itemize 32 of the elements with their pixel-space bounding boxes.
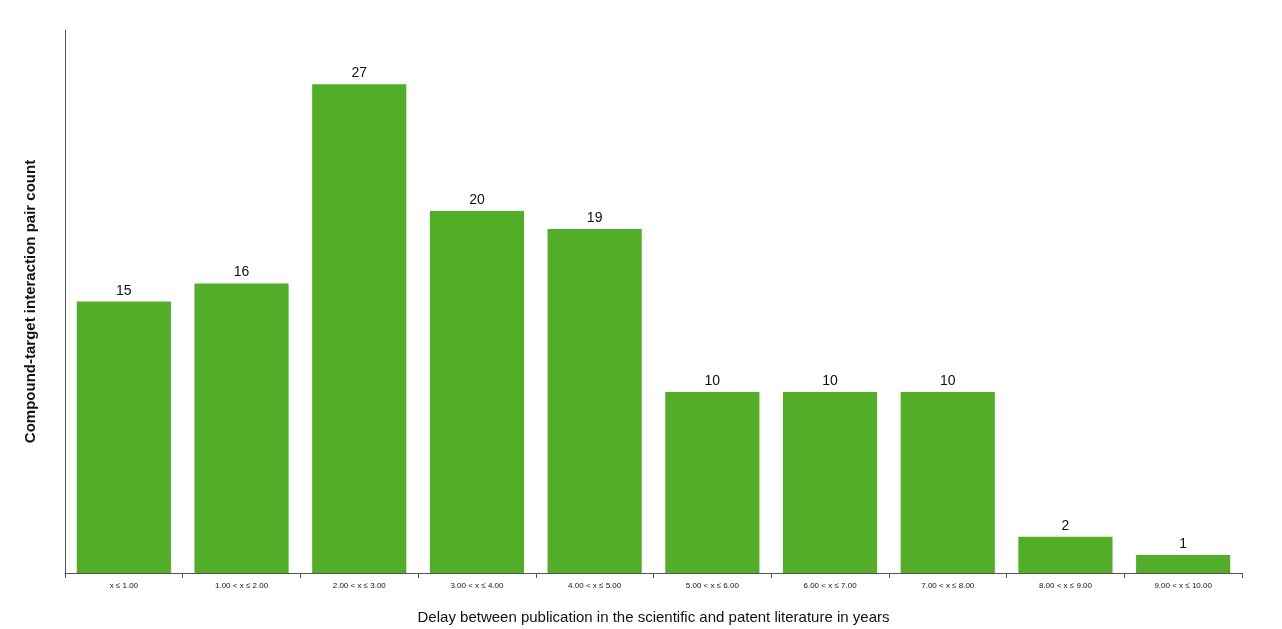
data-label: 27 — [351, 64, 368, 81]
x-tick-label: 1.00 < x ≤ 2.00 — [215, 580, 269, 590]
bar — [429, 211, 525, 573]
bar — [665, 392, 760, 573]
data-label: 20 — [469, 191, 485, 207]
y-axis-title: Compound-target interaction pair count — [21, 159, 38, 444]
bar — [1136, 554, 1231, 573]
bar — [194, 283, 289, 573]
bar — [312, 84, 407, 573]
bar — [782, 392, 878, 573]
x-tick-label: 8.00 < x ≤ 9.00 — [1038, 580, 1093, 590]
x-tick-label: 9.00 < x ≤ 10.00 — [1154, 580, 1213, 590]
x-tick-label: 5.00 < x ≤ 6.00 — [685, 580, 740, 590]
bar — [547, 229, 642, 573]
data-label: 2 — [1061, 516, 1070, 533]
data-label: 10 — [822, 372, 839, 388]
x-axis-title: Delay between publication in the scientific and patent literature in years — [417, 608, 890, 625]
x-tick-label: 7.00 < x ≤ 8.00 — [921, 580, 975, 590]
data-label: 16 — [233, 263, 250, 280]
data-label: 10 — [939, 372, 956, 388]
x-tick-label: x ≤ 1.00 — [109, 580, 139, 590]
bar — [1018, 536, 1113, 573]
bar — [900, 392, 995, 573]
data-label: 15 — [116, 281, 132, 298]
x-tick-label: 3.00 < x ≤ 4.00 — [450, 580, 505, 590]
data-label: 10 — [704, 372, 721, 388]
data-label: 1 — [1179, 534, 1188, 551]
bar — [76, 301, 171, 573]
x-tick-label: 4.00 < x ≤ 5.00 — [568, 580, 622, 590]
x-tick-label: 2.00 < x ≤ 3.00 — [332, 580, 387, 590]
data-label: 19 — [586, 209, 603, 226]
x-tick-label: 6.00 < x ≤ 7.00 — [803, 580, 858, 590]
